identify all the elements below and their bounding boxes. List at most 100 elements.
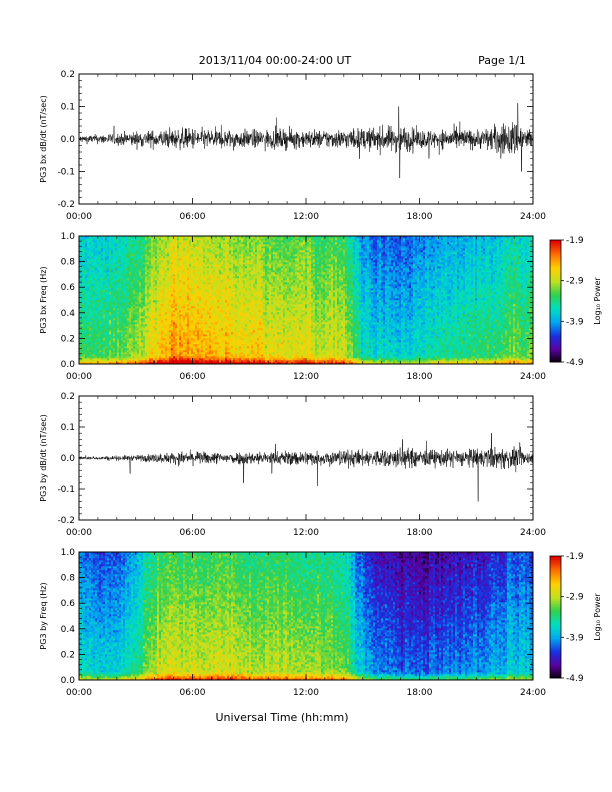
heatmap-cell <box>99 306 101 308</box>
heatmap-cell <box>97 286 99 288</box>
heatmap-cell <box>93 330 95 332</box>
heatmap-cell <box>81 266 83 268</box>
heatmap-cell <box>103 282 105 284</box>
heatmap-cell <box>93 276 95 278</box>
heatmap-cell <box>115 326 117 328</box>
heatmap-cell <box>99 284 101 286</box>
heatmap-cell <box>111 242 113 244</box>
heatmap-cell <box>109 308 111 310</box>
heatmap-cell <box>111 252 113 254</box>
heatmap-cell <box>101 324 103 326</box>
y-tick-label: -0.2 <box>57 200 75 210</box>
heatmap-cell <box>99 244 101 246</box>
heatmap-cell <box>95 310 97 312</box>
heatmap-cell <box>93 250 95 252</box>
heatmap-cell <box>95 352 97 354</box>
heatmap-cell <box>89 326 91 328</box>
heatmap-cell <box>95 262 97 264</box>
heatmap-cell <box>85 294 87 296</box>
heatmap-cell <box>101 274 103 276</box>
heatmap-cell <box>85 256 87 258</box>
heatmap-cell <box>103 278 105 280</box>
heatmap-cell <box>85 250 87 252</box>
heatmap-cell <box>85 240 87 242</box>
heatmap-cell <box>93 310 95 312</box>
heatmap-cell <box>97 240 99 242</box>
heatmap-cell <box>93 302 95 304</box>
heatmap-cell <box>95 338 97 340</box>
heatmap-cell <box>113 244 115 246</box>
heatmap-cell <box>97 252 99 254</box>
heatmap-cell <box>85 340 87 342</box>
heatmap-cell <box>109 358 111 360</box>
heatmap-cell <box>81 356 83 358</box>
heatmap-cell <box>91 300 93 302</box>
heatmap-cell <box>93 292 95 294</box>
heatmap-cell <box>113 264 115 266</box>
heatmap-cell <box>89 336 91 338</box>
heatmap-cell <box>97 250 99 252</box>
heatmap-cell <box>105 350 107 352</box>
heatmap-cell <box>85 302 87 304</box>
heatmap-cell <box>111 238 113 240</box>
heatmap-cell <box>101 358 103 360</box>
heatmap-cell <box>105 248 107 250</box>
heatmap-cell <box>91 322 93 324</box>
heatmap-cell <box>91 344 93 346</box>
heatmap-cell <box>87 332 89 334</box>
heatmap-cell <box>87 344 89 346</box>
heatmap-cell <box>105 266 107 268</box>
heatmap-cell <box>105 322 107 324</box>
y-axis-label: PG3 bx dB/dt (nT/sec) <box>39 95 48 182</box>
heatmap-cell <box>107 356 109 358</box>
heatmap-cell <box>113 280 115 282</box>
heatmap-cell <box>103 326 105 328</box>
heatmap-cell <box>99 328 101 330</box>
heatmap-cell <box>93 262 95 264</box>
heatmap-cell <box>115 306 117 308</box>
heatmap-cell <box>95 332 97 334</box>
heatmap-cell <box>103 264 105 266</box>
heatmap-cell <box>93 254 95 256</box>
heatmap-cell <box>91 258 93 260</box>
heatmap-cell <box>83 290 85 292</box>
heatmap-cell <box>87 318 89 320</box>
heatmap-cell <box>93 266 95 268</box>
heatmap-cell <box>103 336 105 338</box>
heatmap-cell <box>93 352 95 354</box>
heatmap-cell <box>91 330 93 332</box>
heatmap-cell <box>103 358 105 360</box>
heatmap-cell <box>89 252 91 254</box>
heatmap-cell <box>89 340 91 342</box>
heatmap-cell <box>83 254 85 256</box>
heatmap-cell <box>87 284 89 286</box>
heatmap-cell <box>93 358 95 360</box>
heatmap-cell <box>111 312 113 314</box>
heatmap-cell <box>115 356 117 358</box>
heatmap-cell <box>91 320 93 322</box>
heatmap-cell <box>87 296 89 298</box>
heatmap-cell <box>81 294 83 296</box>
heatmap-cell <box>91 250 93 252</box>
heatmap-cell <box>105 338 107 340</box>
heatmap-cell <box>81 258 83 260</box>
heatmap-cell <box>113 298 115 300</box>
heatmap-cell <box>99 336 101 338</box>
heatmap-cell <box>93 278 95 280</box>
series-line <box>79 103 533 178</box>
heatmap-cell <box>113 300 115 302</box>
heatmap-cell <box>111 348 113 350</box>
heatmap-cell <box>87 340 89 342</box>
heatmap-cell <box>83 308 85 310</box>
heatmap-cell <box>105 238 107 240</box>
heatmap-cell <box>101 290 103 292</box>
heatmap-cell <box>105 346 107 348</box>
heatmap-cell <box>83 352 85 354</box>
heatmap-cell <box>101 262 103 264</box>
heatmap-cell <box>85 258 87 260</box>
heatmap-cell <box>105 340 107 342</box>
heatmap-cell <box>81 242 83 244</box>
heatmap-cell <box>111 344 113 346</box>
heatmap-cell <box>83 284 85 286</box>
heatmap-cell <box>95 276 97 278</box>
